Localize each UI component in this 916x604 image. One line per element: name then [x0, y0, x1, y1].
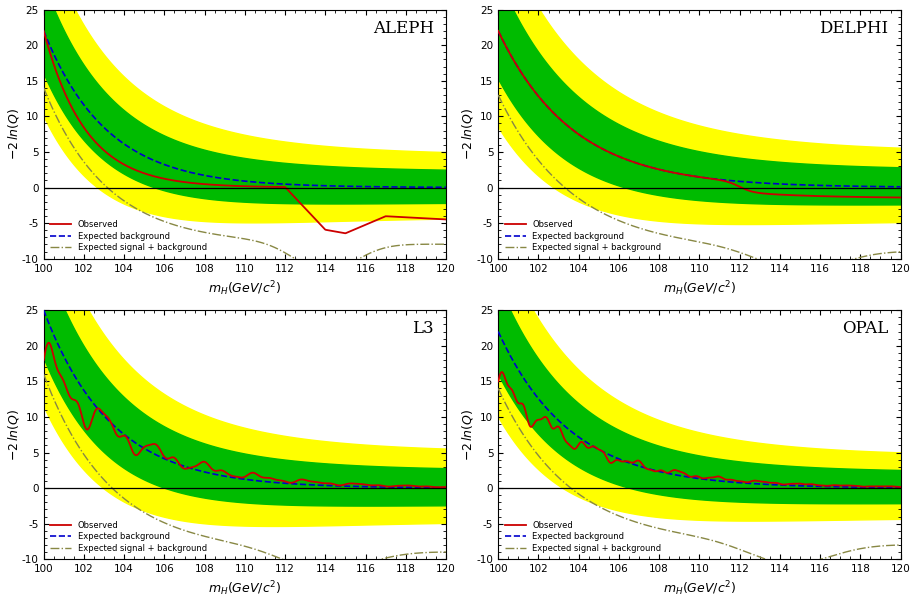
Y-axis label: $-2\, ln(Q)$: $-2\, ln(Q)$	[460, 408, 475, 461]
Y-axis label: $-2\, ln(Q)$: $-2\, ln(Q)$	[460, 108, 475, 160]
Y-axis label: $-2\, ln(Q)$: $-2\, ln(Q)$	[5, 108, 20, 160]
Text: L3: L3	[412, 320, 434, 337]
Y-axis label: $-2\, ln(Q)$: $-2\, ln(Q)$	[5, 408, 20, 461]
X-axis label: $m_H(GeV/c^2)$: $m_H(GeV/c^2)$	[663, 580, 736, 599]
Text: DELPHI: DELPHI	[820, 19, 889, 36]
Legend: Observed, Expected background, Expected signal + background: Observed, Expected background, Expected …	[48, 518, 210, 555]
X-axis label: $m_H(GeV/c^2)$: $m_H(GeV/c^2)$	[663, 279, 736, 298]
X-axis label: $m_H(GeV/c^2)$: $m_H(GeV/c^2)$	[208, 580, 281, 599]
X-axis label: $m_H(GeV/c^2)$: $m_H(GeV/c^2)$	[208, 279, 281, 298]
Legend: Observed, Expected background, Expected signal + background: Observed, Expected background, Expected …	[48, 217, 210, 254]
Text: OPAL: OPAL	[842, 320, 889, 337]
Text: ALEPH: ALEPH	[373, 19, 434, 36]
Legend: Observed, Expected background, Expected signal + background: Observed, Expected background, Expected …	[502, 217, 664, 254]
Legend: Observed, Expected background, Expected signal + background: Observed, Expected background, Expected …	[502, 518, 664, 555]
